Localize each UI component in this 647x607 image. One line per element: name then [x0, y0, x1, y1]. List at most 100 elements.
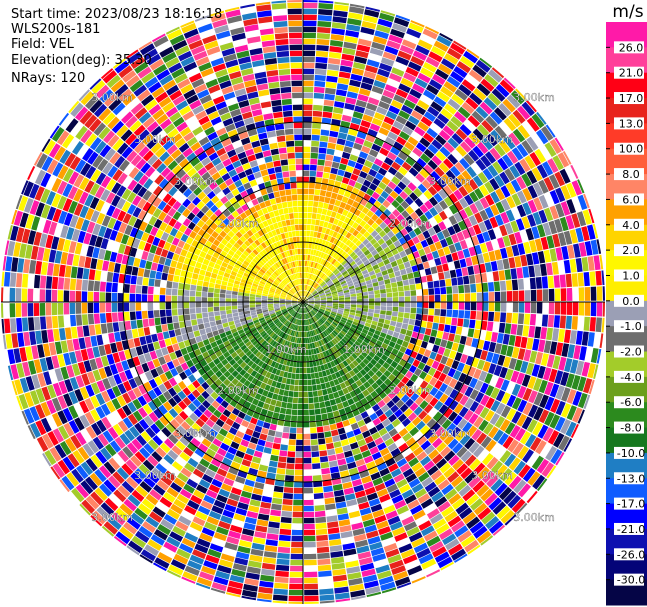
velocity-gate [315, 314, 320, 320]
velocity-gate [307, 343, 311, 350]
velocity-gate [429, 207, 438, 217]
velocity-gate [281, 318, 286, 323]
velocity-gate [313, 92, 325, 99]
velocity-gate [331, 289, 337, 293]
velocity-gate [366, 385, 375, 394]
velocity-gate [439, 383, 448, 393]
velocity-gate [532, 421, 543, 436]
velocity-gate [306, 313, 309, 319]
velocity-gate [324, 288, 330, 293]
velocity-gate [372, 177, 381, 186]
velocity-gate [309, 273, 312, 280]
velocity-gate [236, 273, 243, 279]
velocity-gate [342, 285, 348, 289]
velocity-gate [105, 292, 112, 302]
velocity-gate [217, 404, 226, 414]
velocity-gate [314, 297, 320, 300]
velocity-gate [82, 443, 95, 457]
velocity-gate [243, 299, 250, 302]
velocity-gate [471, 357, 480, 368]
velocity-gate [577, 376, 587, 392]
velocity-gate [292, 311, 296, 317]
velocity-gate [401, 340, 409, 348]
velocity-gate [577, 409, 585, 424]
velocity-gate [208, 316, 215, 322]
velocity-gate [307, 285, 310, 291]
velocity-gate [416, 435, 428, 446]
velocity-gate [378, 347, 386, 354]
velocity-gate [521, 374, 531, 387]
velocity-gate [355, 224, 363, 232]
velocity-gate [359, 361, 367, 369]
velocity-gate [305, 337, 308, 344]
velocity-gate [347, 398, 355, 406]
velocity-gate [286, 341, 290, 348]
velocity-gate [51, 303, 58, 316]
velocity-gate [228, 466, 239, 476]
velocity-gate [243, 379, 251, 387]
velocity-gate [387, 329, 394, 336]
velocity-gate [253, 280, 260, 285]
velocity-gate [254, 358, 261, 365]
velocity-gate [334, 344, 341, 350]
velocity-gate [90, 335, 98, 347]
velocity-gate [272, 443, 281, 450]
velocity-gate [246, 318, 253, 324]
velocity-gate [22, 317, 29, 332]
velocity-gate [219, 298, 226, 302]
velocity-gate [429, 387, 439, 397]
velocity-gate [412, 359, 421, 368]
velocity-gate [274, 582, 289, 589]
velocity-gate [380, 531, 394, 541]
velocity-gate [276, 356, 282, 364]
velocity-gate [370, 230, 379, 238]
velocity-gate [441, 483, 454, 496]
velocity-gate [323, 376, 329, 383]
velocity-gate [393, 240, 401, 248]
velocity-gate [369, 238, 377, 246]
velocity-gate [220, 347, 228, 354]
velocity-gate [450, 42, 466, 55]
velocity-gate [387, 515, 401, 526]
velocity-gate [184, 565, 200, 576]
velocity-gate [467, 115, 481, 128]
velocity-gate [552, 233, 561, 248]
velocity-gate [180, 362, 189, 371]
velocity-gate [387, 131, 398, 141]
velocity-gate [429, 79, 443, 91]
velocity-gate [190, 494, 203, 505]
velocity-gate [482, 231, 491, 242]
velocity-gate [284, 414, 292, 421]
velocity-gate [378, 318, 385, 324]
velocity-gate [423, 164, 434, 175]
velocity-gate [312, 330, 316, 336]
velocity-gate [352, 62, 366, 70]
velocity-gate [239, 317, 246, 323]
velocity-gate [205, 386, 214, 395]
velocity-gate [432, 322, 439, 330]
velocity-gate [102, 430, 114, 443]
velocity-gate [555, 400, 566, 416]
velocity-gate [329, 423, 337, 431]
velocity-gate [472, 88, 487, 101]
velocity-gate [81, 291, 88, 302]
velocity-gate [395, 275, 403, 282]
velocity-gate [258, 374, 265, 382]
velocity-gate [215, 370, 223, 378]
velocity-gate [527, 471, 541, 486]
velocity-gate [354, 105, 366, 114]
velocity-gate [262, 377, 269, 384]
velocity-gate [286, 297, 292, 300]
velocity-gate [194, 543, 209, 554]
velocity-gate [490, 261, 498, 272]
velocity-gate [468, 475, 481, 489]
velocity-gate [508, 233, 517, 246]
velocity-gate [380, 293, 387, 298]
velocity-gate [187, 499, 200, 510]
velocity-gate [143, 415, 154, 427]
velocity-gate [445, 340, 454, 350]
velocity-gate [526, 136, 539, 151]
velocity-gate [256, 519, 269, 527]
velocity-gate [456, 463, 468, 475]
velocity-gate [337, 220, 344, 227]
